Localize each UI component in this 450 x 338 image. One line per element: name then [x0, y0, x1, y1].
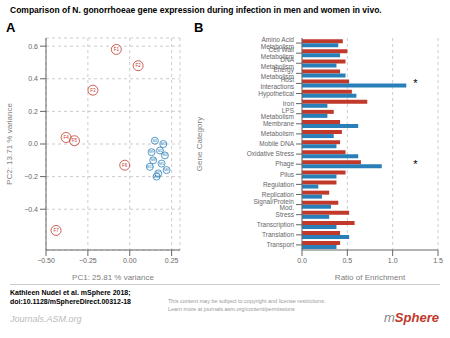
svg-text:0.6: 0.6 [28, 43, 38, 50]
svg-text:M11: M11 [146, 165, 153, 169]
svg-text:Oxidative Stress: Oxidative Stress [247, 150, 295, 157]
svg-text:PC2: 13.71 % variance: PC2: 13.71 % variance [8, 103, 14, 185]
svg-text:Membrane: Membrane [263, 120, 294, 127]
svg-text:Stress: Stress [276, 211, 295, 218]
svg-text:PC1: 25.81 % variance: PC1: 25.81 % variance [72, 273, 154, 282]
svg-text:Hypothetical: Hypothetical [258, 90, 294, 98]
svg-text:0.0: 0.0 [28, 140, 38, 147]
svg-text:Transcription: Transcription [257, 221, 295, 229]
svg-text:1.0: 1.0 [388, 257, 398, 264]
svg-text:F2: F2 [135, 63, 141, 68]
svg-text:F7: F7 [53, 228, 59, 233]
svg-text:M4: M4 [162, 153, 167, 157]
svg-text:Ratio of Enrichment: Ratio of Enrichment [335, 273, 406, 282]
svg-text:Mobile DNA: Mobile DNA [259, 140, 294, 147]
svg-text:F1: F1 [114, 47, 120, 52]
svg-text:M3: M3 [161, 142, 166, 146]
svg-text:−0.50: −0.50 [37, 257, 55, 264]
svg-text:0.00: 0.00 [123, 257, 137, 264]
svg-text:F4: F4 [63, 135, 69, 140]
svg-text:F5: F5 [72, 138, 78, 143]
svg-text:*: * [413, 77, 418, 89]
svg-text:LPSMetabolism: LPSMetabolism [261, 107, 295, 121]
svg-text:−0.4: −0.4 [24, 206, 38, 213]
svg-text:HostInteractions: HostInteractions [260, 76, 294, 90]
svg-text:0.25: 0.25 [165, 257, 179, 264]
svg-text:Translation: Translation [262, 231, 294, 238]
svg-text:0.5: 0.5 [342, 257, 352, 264]
svg-text:*: * [413, 158, 418, 170]
svg-text:M5: M5 [159, 162, 164, 166]
svg-text:−0.25: −0.25 [79, 257, 97, 264]
svg-text:0.4: 0.4 [28, 75, 38, 82]
svg-text:Pilus: Pilus [280, 171, 295, 178]
svg-text:0.0: 0.0 [297, 257, 307, 264]
svg-text:M1: M1 [152, 139, 157, 143]
svg-text:M2: M2 [157, 149, 162, 153]
svg-text:Signal/ProteinMod.: Signal/ProteinMod. [254, 198, 295, 212]
svg-text:F3: F3 [90, 88, 96, 93]
svg-text:M6: M6 [164, 168, 169, 172]
svg-text:M10: M10 [153, 175, 160, 179]
svg-text:M8: M8 [151, 158, 156, 162]
svg-text:Transport: Transport [266, 241, 294, 249]
svg-text:Regulation: Regulation [263, 181, 294, 189]
svg-text:0.2: 0.2 [28, 108, 38, 115]
svg-text:−0.2: −0.2 [24, 173, 38, 180]
svg-text:Phage: Phage [275, 160, 294, 168]
svg-text:1.5: 1.5 [433, 257, 442, 264]
svg-text:M9: M9 [149, 150, 154, 154]
svg-text:F6: F6 [122, 163, 128, 168]
svg-text:Gene Category: Gene Category [195, 117, 204, 171]
svg-text:Metabolism: Metabolism [261, 130, 294, 137]
